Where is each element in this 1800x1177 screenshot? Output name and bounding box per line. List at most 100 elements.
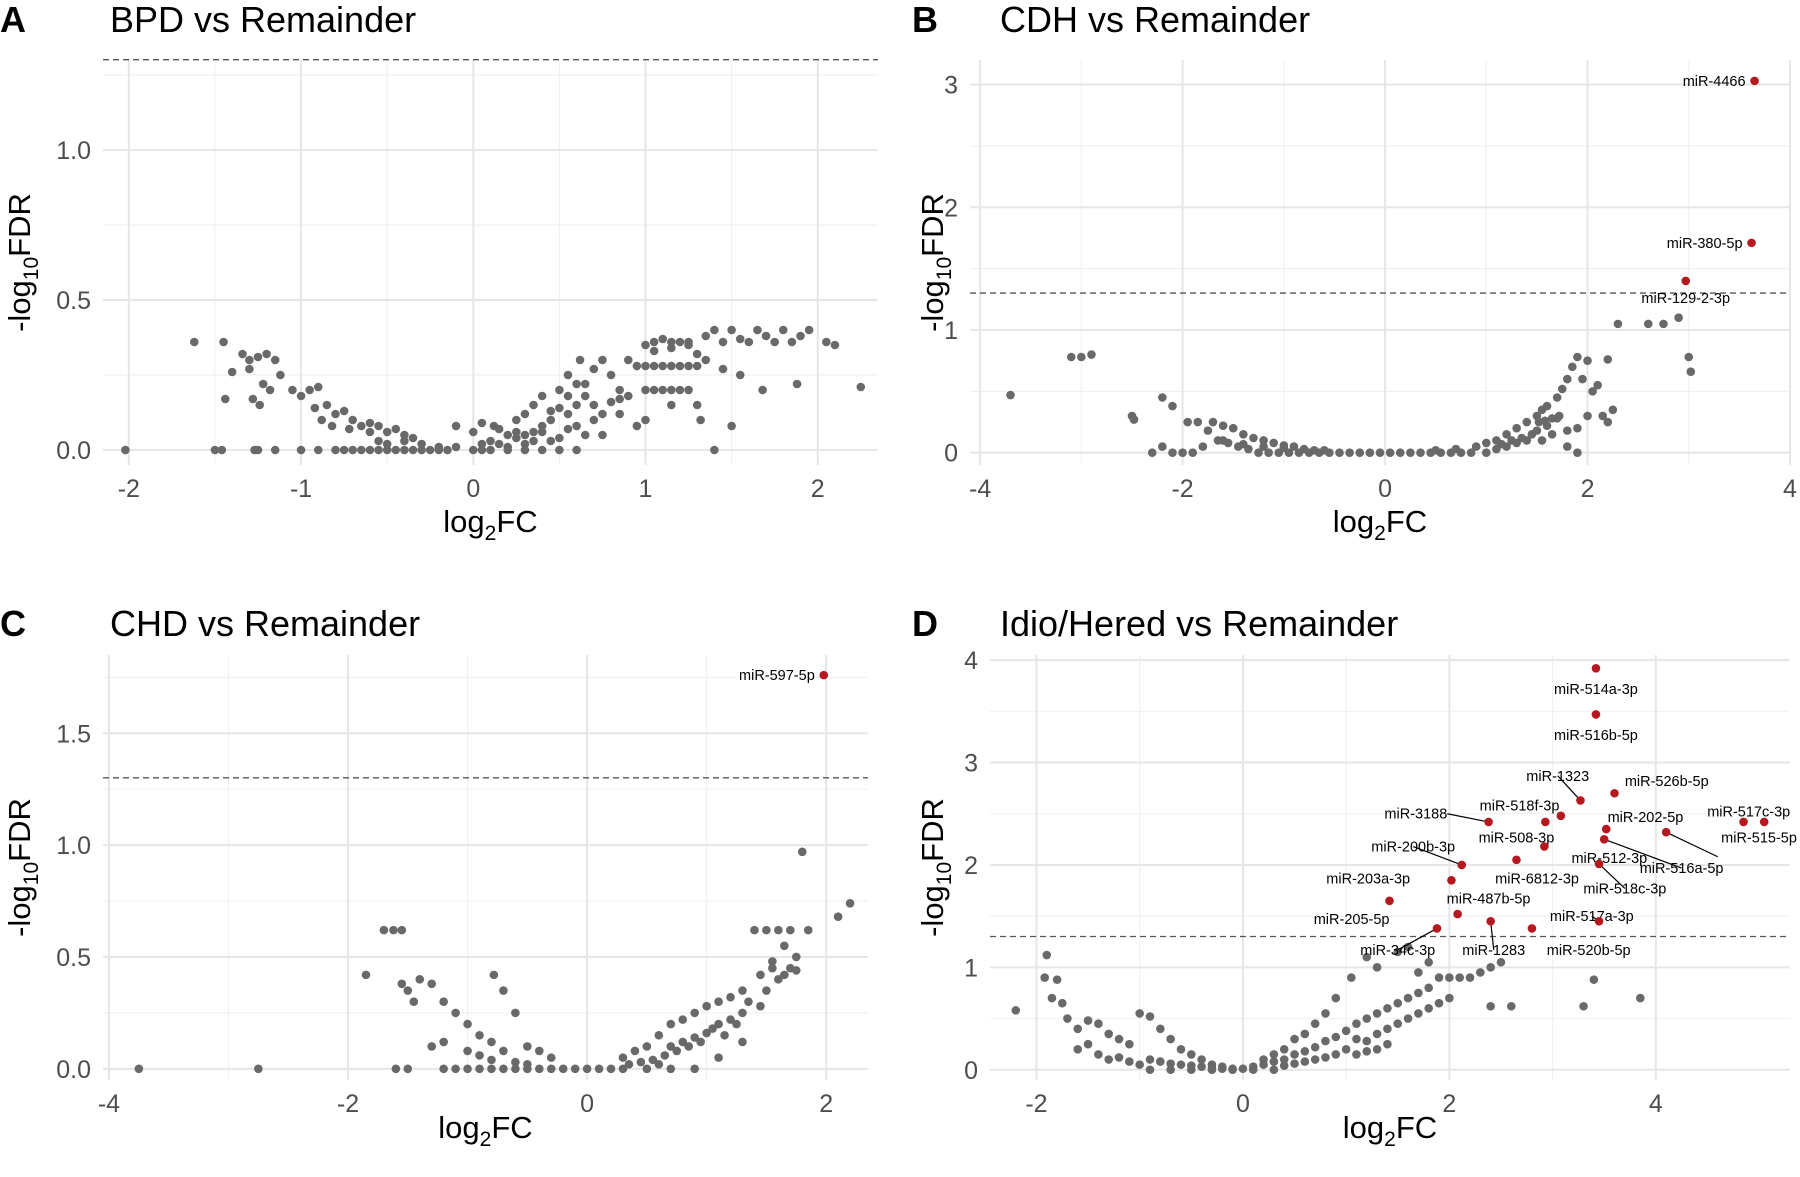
- data-point: [374, 421, 383, 431]
- data-point: [255, 400, 265, 410]
- data-point: [718, 364, 728, 374]
- data-point: [1178, 448, 1187, 458]
- data-point: [575, 355, 585, 365]
- data-point: [408, 433, 418, 443]
- data-point: [1239, 430, 1248, 439]
- data-point: [494, 439, 504, 449]
- highlighted-point: [819, 670, 829, 680]
- data-point: [475, 1051, 484, 1060]
- data-point: [1218, 436, 1228, 445]
- data-point: [305, 385, 314, 395]
- data-point: [475, 1030, 484, 1040]
- point-label: miR-518f-3p: [1480, 799, 1560, 815]
- data-point: [379, 925, 389, 935]
- data-point: [1352, 1034, 1361, 1044]
- x-tick-label: 1: [639, 475, 653, 503]
- data-point: [520, 439, 530, 449]
- data-point: [1507, 436, 1516, 445]
- data-point: [1158, 442, 1167, 451]
- data-point: [1073, 1044, 1083, 1054]
- x-axis-title: log2FC: [443, 504, 537, 545]
- point-label: miR-512-3p: [1571, 851, 1647, 867]
- point-label: miR-129-2-3p: [1641, 291, 1730, 307]
- data-point: [1393, 998, 1403, 1008]
- data-point: [1310, 1055, 1320, 1064]
- data-point: [439, 1037, 448, 1047]
- data-point: [327, 421, 337, 431]
- data-point: [1269, 1057, 1279, 1066]
- highlighted-point: [1599, 835, 1609, 844]
- data-point: [667, 385, 676, 395]
- data-point: [468, 445, 478, 455]
- data-point: [439, 997, 448, 1007]
- data-point: [1362, 1014, 1372, 1023]
- data-point: [642, 1064, 652, 1074]
- data-point: [250, 445, 259, 455]
- data-point: [701, 331, 711, 341]
- data-point: [780, 970, 789, 980]
- data-point: [1259, 442, 1268, 451]
- data-point: [219, 337, 228, 347]
- x-tick-label: 4: [1783, 475, 1797, 503]
- point-label: miR-515-5p: [1721, 830, 1797, 846]
- data-point: [344, 424, 354, 434]
- data-point: [675, 385, 685, 395]
- data-point: [1083, 1039, 1093, 1049]
- data-point: [1290, 1050, 1299, 1059]
- data-point: [1375, 448, 1385, 458]
- data-point: [245, 355, 254, 365]
- data-point: [365, 445, 375, 455]
- data-point: [511, 1064, 520, 1074]
- data-point: [1451, 444, 1461, 454]
- y-axis-title: -log10FDR: [915, 798, 956, 937]
- x-tick-label: -2: [1025, 1090, 1047, 1118]
- data-point: [563, 370, 573, 380]
- highlighted-point: [1576, 796, 1585, 805]
- data-point: [768, 963, 777, 973]
- data-point: [572, 445, 581, 455]
- data-point: [391, 445, 401, 455]
- data-point: [1372, 963, 1382, 972]
- data-point: [494, 424, 504, 434]
- data-point: [606, 397, 616, 407]
- data-point: [720, 1030, 729, 1040]
- data-point: [434, 442, 444, 452]
- data-point: [678, 1037, 688, 1047]
- data-point: [692, 361, 702, 371]
- point-label: miR-520b-5p: [1547, 943, 1631, 959]
- data-point: [641, 340, 650, 350]
- data-point: [675, 361, 685, 371]
- data-point: [417, 439, 426, 449]
- data-point: [313, 382, 323, 392]
- data-point: [1331, 1050, 1341, 1059]
- point-label: miR-518c-3p: [1583, 881, 1666, 897]
- data-point: [774, 925, 783, 935]
- data-point: [555, 433, 564, 443]
- data-point: [791, 966, 801, 975]
- data-point: [667, 343, 676, 353]
- data-point: [555, 385, 564, 395]
- data-point: [1331, 1032, 1341, 1042]
- point-label: miR-4466: [1683, 74, 1746, 90]
- data-point: [762, 986, 771, 995]
- label-leader-line: [1598, 863, 1626, 889]
- y-tick-label: 3: [944, 72, 958, 100]
- data-point: [331, 445, 340, 455]
- data-point: [756, 1001, 765, 1011]
- y-tick-label: 0.0: [56, 437, 91, 465]
- x-axis-title: log2FC: [1343, 1110, 1437, 1151]
- data-point: [1486, 963, 1495, 972]
- data-point: [397, 925, 407, 935]
- data-point: [534, 1046, 544, 1056]
- label-leader-line: [1557, 775, 1581, 801]
- data-point: [1304, 448, 1314, 458]
- data-point: [397, 979, 407, 989]
- data-point: [529, 427, 538, 437]
- data-point: [189, 337, 199, 347]
- data-point: [1279, 1044, 1289, 1054]
- data-point: [570, 1064, 580, 1074]
- data-point: [1406, 448, 1415, 458]
- data-point: [1158, 393, 1167, 402]
- data-point: [1562, 426, 1572, 435]
- data-point: [245, 364, 254, 374]
